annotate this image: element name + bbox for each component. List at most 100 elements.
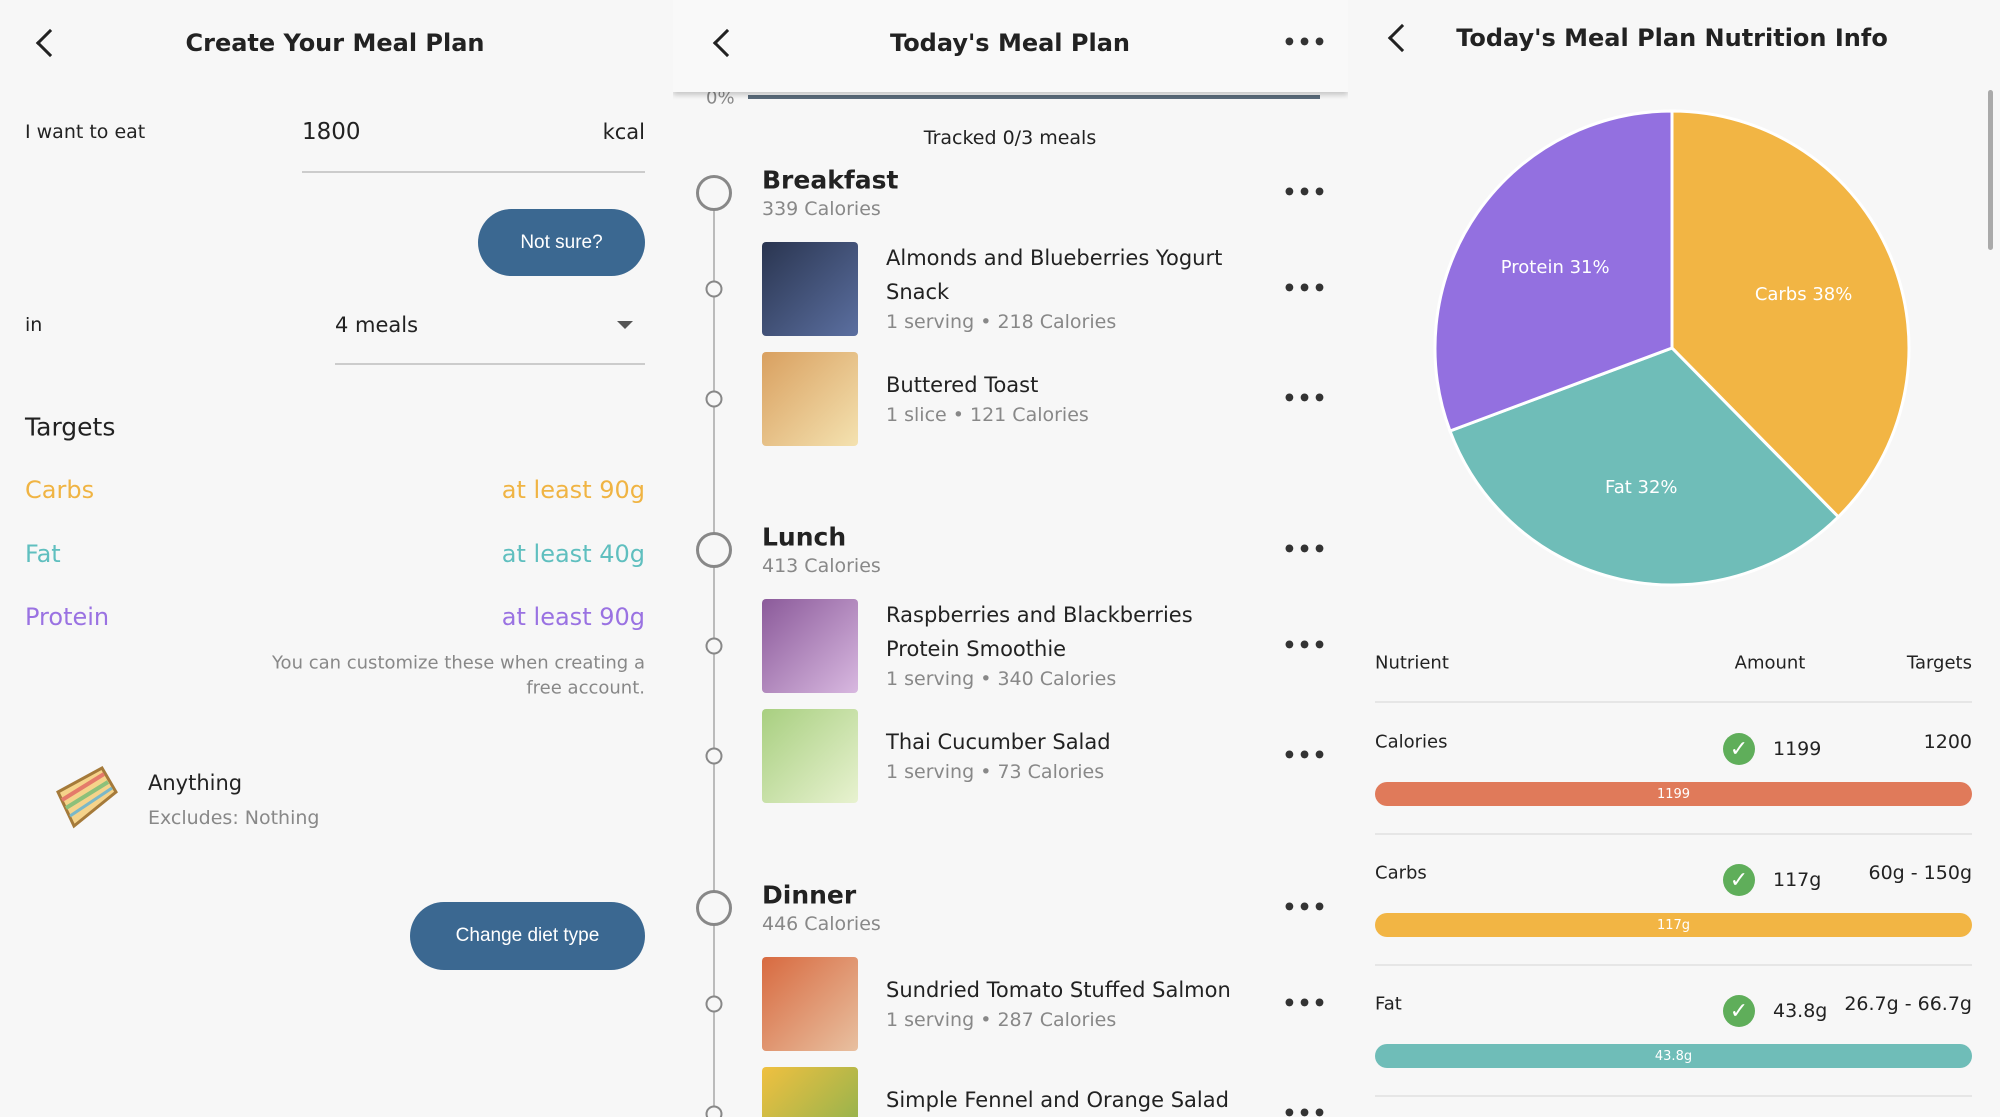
macro-pie-chart: Carbs 38% Fat 32% Protein 31% [1433,109,1911,587]
item-more-icon[interactable]: ••• [1282,743,1328,769]
page-title: Create Your Meal Plan [185,29,485,57]
food-serving: 1 serving • 218 Calories [886,311,1117,333]
diet-name: Anything [148,771,243,795]
food-title[interactable]: Sundried Tomato Stuffed Salmon [886,978,1231,1002]
header-nutrient: Nutrient [1375,652,1449,674]
back-chevron-icon[interactable] [712,28,742,58]
kcal-input[interactable]: 1800 kcal [302,110,645,173]
tracked-meals: Tracked 0/3 meals [923,127,1097,149]
back-chevron-icon[interactable] [1387,23,1417,53]
item-track-circle[interactable] [705,390,723,408]
pie-label-fat: Fat 32% [1605,477,1678,498]
fat-amount: 43.8g [1773,1000,1828,1022]
scrollbar[interactable] [1988,90,1993,250]
check-icon: ✓ [1723,995,1755,1027]
divider [1375,833,1972,835]
fat-target: 26.7g - 66.7g [1844,993,1972,1015]
food-image[interactable] [762,1067,858,1117]
header-targets: Targets [1906,652,1972,674]
diet-excludes: Excludes: Nothing [148,807,320,829]
food-title-line2[interactable]: Protein Smoothie [886,637,1067,661]
target-carbs-label: Carbs [25,476,95,504]
food-serving: 1 slice • 121 Calories [886,404,1089,426]
calories-target: 1200 [1923,731,1972,753]
food-title[interactable]: Buttered Toast [886,373,1039,397]
item-more-icon[interactable]: ••• [1282,633,1328,659]
food-title-line2[interactable]: Snack [886,280,950,304]
not-sure-button[interactable]: Not sure? [478,209,645,276]
food-title[interactable]: Raspberries and Blackberries [886,603,1193,627]
item-track-circle[interactable] [705,1105,723,1117]
meal-name: Lunch [762,522,847,552]
item-more-icon[interactable]: ••• [1282,991,1328,1017]
meals-select[interactable]: 4 meals [335,300,645,365]
item-more-icon[interactable]: ••• [1282,276,1328,302]
food-image[interactable] [762,599,858,693]
check-icon: ✓ [1723,864,1755,896]
progress-bar [748,95,1320,99]
pie-slice-fat [1448,346,1841,587]
sandwich-icon [56,765,118,829]
food-image[interactable] [762,709,858,803]
kcal-unit: kcal [602,120,645,144]
create-meal-plan-panel: Create Your Meal Plan I want to eat 1800… [0,0,673,1117]
carbs-amount: 117g [1773,869,1822,891]
pie-label-carbs: Carbs 38% [1755,284,1853,305]
fat-bar: 43.8g [1375,1044,1972,1068]
item-track-circle[interactable] [705,637,723,655]
calories-bar: 1199 [1375,782,1972,806]
food-title[interactable]: Almonds and Blueberries Yogurt [886,246,1223,270]
item-track-circle[interactable] [705,747,723,765]
kcal-value: 1800 [302,119,361,145]
meal-more-icon[interactable]: ••• [1282,537,1328,563]
food-image[interactable] [762,957,858,1051]
meal-more-icon[interactable]: ••• [1282,895,1328,921]
dropdown-arrow-icon [617,321,633,329]
food-image[interactable] [762,352,858,446]
page-title: Today's Meal Plan Nutrition Info [1456,24,1888,52]
item-track-circle[interactable] [705,280,723,298]
carbs-label: Carbs [1375,862,1427,884]
food-serving: 1 serving • 287 Calories [886,1009,1117,1031]
item-more-icon[interactable]: ••• [1282,1101,1328,1117]
food-title[interactable]: Thai Cucumber Salad [886,730,1111,754]
meal-calories: 446 Calories [762,913,881,935]
meal-track-circle[interactable] [696,532,732,568]
item-more-icon[interactable]: ••• [1282,386,1328,412]
meal-calories: 413 Calories [762,555,881,577]
check-icon: ✓ [1723,733,1755,765]
meal-more-icon[interactable]: ••• [1282,180,1328,206]
divider [1375,1095,1972,1097]
change-diet-button[interactable]: Change diet type [410,902,645,970]
more-options-icon[interactable]: ••• [1282,30,1328,56]
header-amount: Amount [1734,652,1806,674]
meal-track-circle[interactable] [696,175,732,211]
target-fat-value: at least 40g [501,539,645,568]
meal-calories: 339 Calories [762,198,881,220]
timeline-line [713,193,715,1117]
divider [1375,701,1972,703]
pie-label-protein: Protein 31% [1501,257,1610,278]
in-label: in [25,314,43,336]
food-serving: 1 serving • 340 Calories [886,668,1117,690]
progress-label: 0% [706,87,735,109]
food-title[interactable]: Simple Fennel and Orange Salad [886,1088,1229,1112]
target-protein-label: Protein [25,603,110,631]
calories-amount: 1199 [1773,738,1822,760]
fat-label: Fat [1375,993,1402,1015]
item-track-circle[interactable] [705,995,723,1013]
back-chevron-icon[interactable] [35,28,65,58]
page-title: Today's Meal Plan [890,29,1130,57]
carbs-target: 60g - 150g [1868,862,1973,884]
meal-track-circle[interactable] [696,890,732,926]
carbs-bar: 117g [1375,913,1972,937]
targets-heading: Targets [25,412,116,442]
calories-label: Calories [1375,731,1448,753]
meals-select-value: 4 meals [335,313,419,337]
food-image[interactable] [762,242,858,336]
target-fat-label: Fat [25,539,61,568]
pie-slice-protein [1433,109,1674,433]
food-serving: 1 serving • 73 Calories [886,761,1105,783]
customize-note-2: free account. [526,677,645,699]
target-carbs-value: at least 90g [501,476,645,504]
